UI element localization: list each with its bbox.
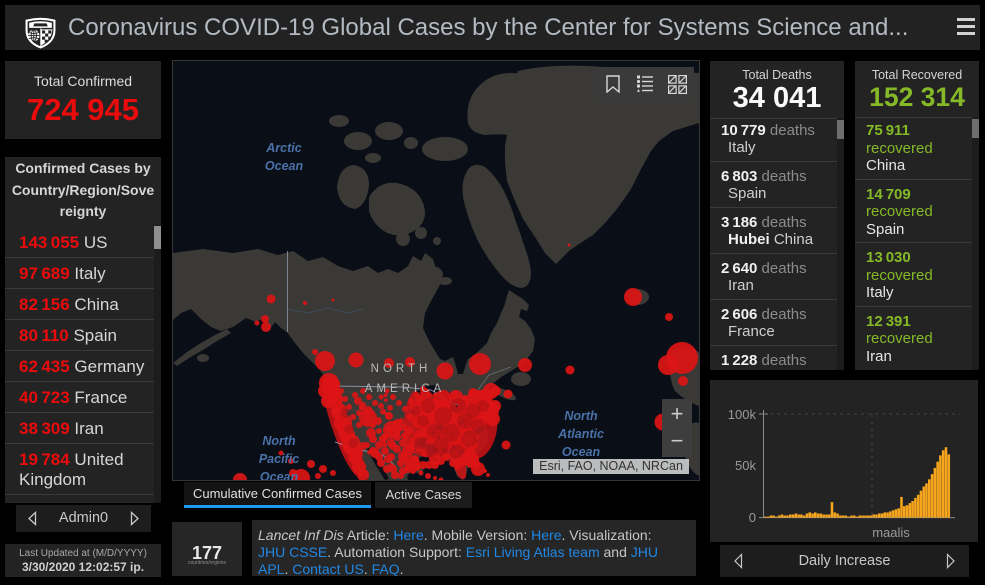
svg-text:Ocean: Ocean — [562, 445, 601, 459]
svg-text:Atlantic: Atlantic — [557, 427, 604, 441]
svg-text:maalis: maalis — [872, 525, 910, 540]
svg-text:North: North — [564, 409, 598, 423]
svg-text:100k: 100k — [728, 407, 757, 422]
svg-text:Ocean: Ocean — [265, 159, 304, 173]
svg-text:0: 0 — [749, 510, 756, 525]
svg-text:AMERICA: AMERICA — [365, 383, 445, 395]
svg-text:Arctic: Arctic — [265, 141, 301, 155]
svg-text:Ocean: Ocean — [260, 470, 299, 480]
svg-text:Pacific: Pacific — [259, 452, 299, 466]
svg-text:North: North — [262, 434, 296, 448]
svg-text:50k: 50k — [735, 458, 756, 473]
svg-text:NORTH: NORTH — [371, 363, 432, 375]
